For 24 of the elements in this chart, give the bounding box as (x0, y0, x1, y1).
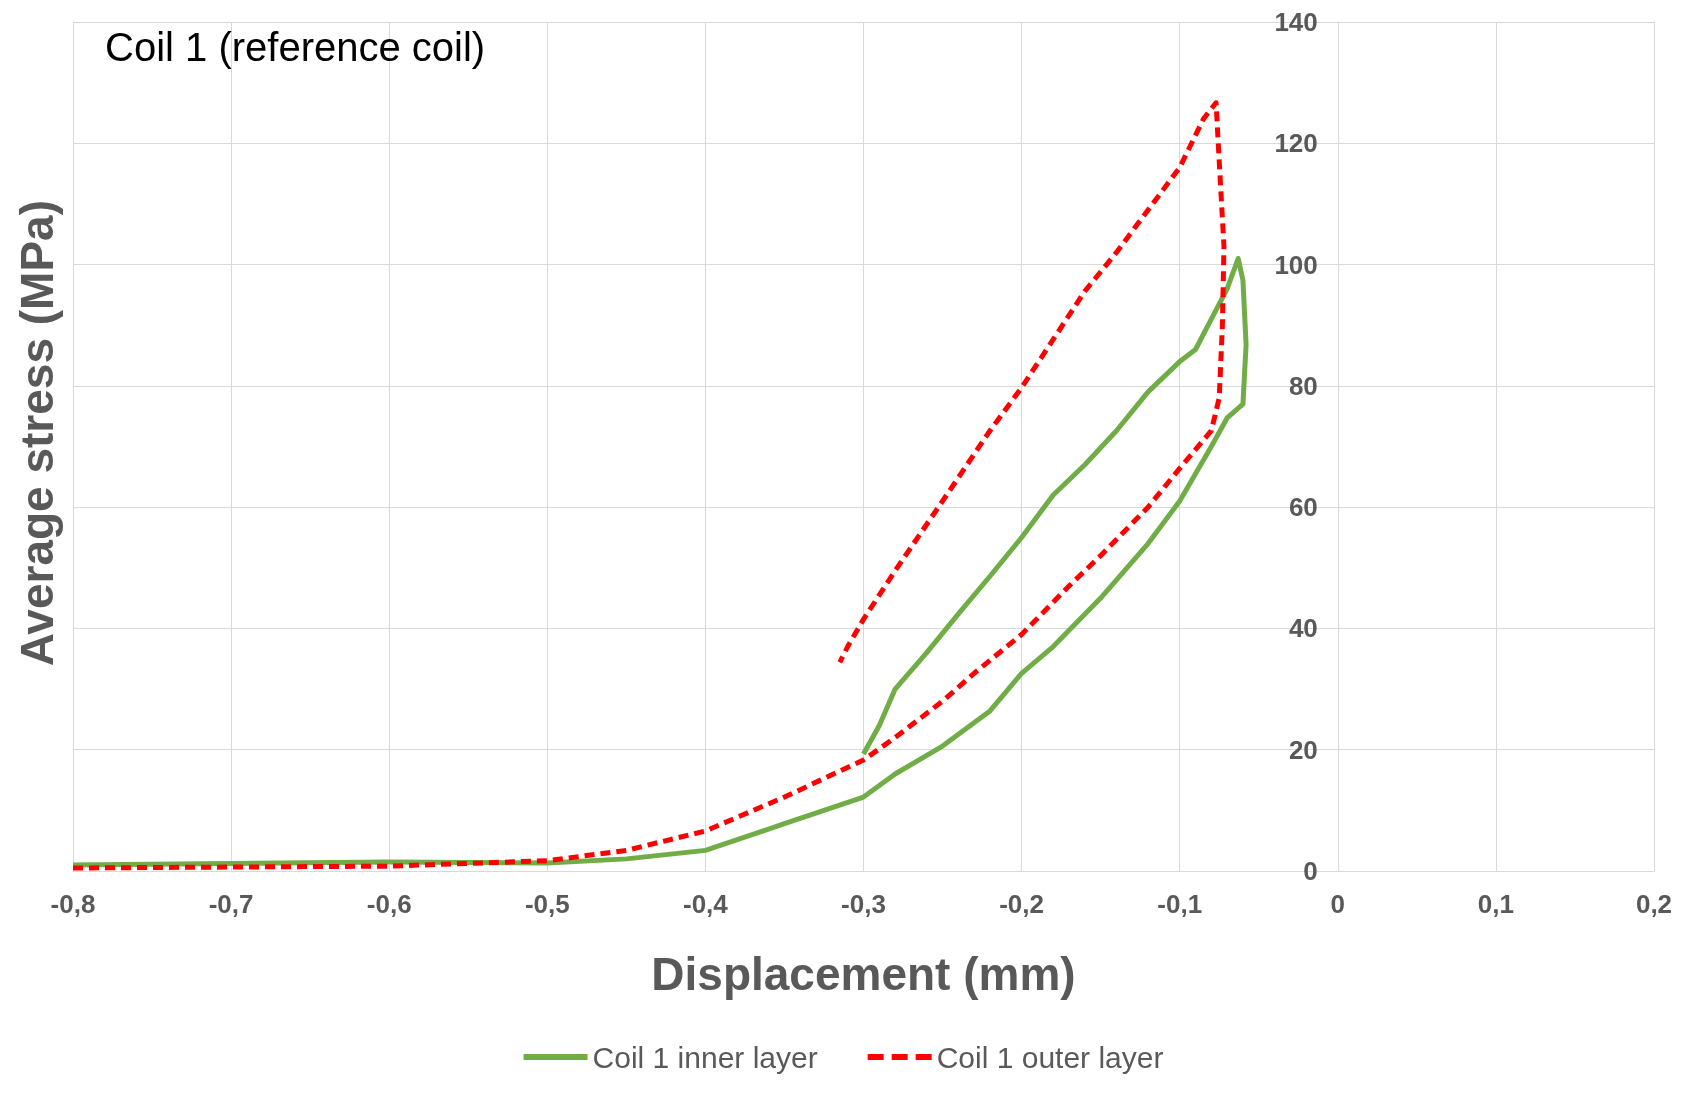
x-axis-title: Displacement (mm) (651, 948, 1076, 1000)
y-tick-label: 60 (1288, 492, 1318, 523)
x-tick-label: 0 (1330, 889, 1346, 919)
y-tick-label: 80 (1288, 370, 1318, 401)
x-tick-label: -0,4 (682, 889, 729, 919)
x-tick-label: -0,7 (208, 889, 254, 919)
y-tick-label: 100 (1274, 249, 1318, 280)
y-tick-label: 140 (1274, 7, 1318, 37)
y-tick-label: 20 (1288, 734, 1318, 765)
legend-label: Coil 1 inner layer (592, 1040, 818, 1074)
x-tick-label: 0,1 (1477, 889, 1514, 919)
chart-title: Coil 1 (reference coil) (105, 25, 486, 69)
x-tick-label: -0,6 (366, 889, 412, 919)
x-tick-label: 0,2 (1635, 889, 1673, 919)
x-tick-label: -0,5 (524, 889, 570, 919)
y-axis-title: Average stress (MPa) (11, 199, 63, 667)
x-tick-label: -0,1 (1157, 889, 1203, 919)
x-tick-label: -0,2 (999, 889, 1045, 919)
x-tick-label: -0,8 (50, 889, 96, 919)
x-tick-label: -0,3 (841, 889, 886, 919)
y-tick-label: 40 (1288, 613, 1318, 644)
y-tick-label: 0 (1303, 856, 1318, 886)
legend-label: Coil 1 outer layer (936, 1040, 1164, 1074)
y-tick-label: 120 (1274, 128, 1318, 159)
